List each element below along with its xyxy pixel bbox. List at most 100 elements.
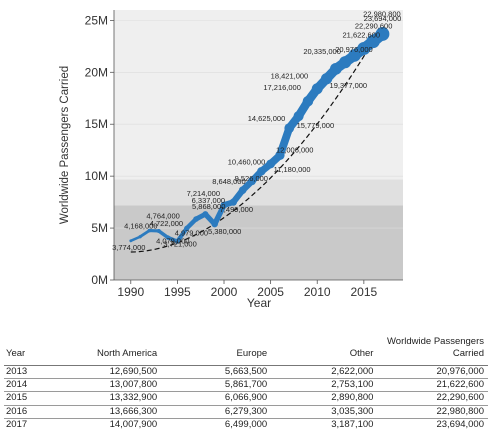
cell-worldwide: 22,290,600 — [377, 391, 488, 406]
header-year: Year — [4, 336, 68, 366]
header-other: Other — [271, 336, 378, 366]
series-segment-0 — [129, 235, 142, 243]
cell-north-america: 13,666,300 — [67, 405, 162, 419]
trend-curve — [130, 25, 384, 253]
cell-other: 3,035,300 — [271, 405, 378, 419]
data-label-2012: 20,335,000 — [303, 47, 341, 56]
x-tick-label-3: 2005 — [257, 285, 284, 299]
data-point-1994 — [165, 235, 171, 240]
cell-north-america: 13,332,900 — [67, 391, 162, 406]
y-tick-label-0: 0M — [91, 273, 108, 287]
x-tick-label-5: 2015 — [350, 285, 377, 299]
data-point-1991 — [138, 235, 142, 239]
data-point-1995 — [174, 238, 180, 244]
data-point-2001 — [229, 198, 237, 206]
cell-other: 2,622,000 — [271, 365, 378, 380]
reference-bands — [114, 10, 403, 280]
series-segment-5 — [175, 226, 189, 244]
cell-worldwide: 21,622,600 — [377, 378, 488, 393]
data-point-2013 — [339, 56, 352, 69]
data-point-2016 — [366, 34, 380, 49]
cell-other: 3,187,100 — [331, 418, 374, 430]
data-point-1990 — [129, 239, 133, 243]
data-point-2008 — [293, 111, 304, 122]
data-label-2014: 21,622,600 — [343, 30, 381, 39]
x-tick-label-2: 2000 — [211, 285, 238, 299]
cell-europe: 6,066,900 — [161, 391, 272, 406]
cell-year: 2016 — [4, 405, 68, 419]
gridlines — [114, 20, 403, 229]
data-point-1996 — [184, 225, 190, 231]
data-label-2002: 8,648,000 — [212, 177, 245, 186]
cell-worldwide: 20,976,000 — [377, 365, 488, 380]
band-0 — [114, 205, 403, 280]
data-point-1998 — [202, 211, 209, 218]
band-1 — [114, 179, 403, 206]
x-tick-label-0: 1990 — [117, 285, 144, 299]
data-point-2014 — [348, 49, 361, 62]
y-tick-label-5: 25M — [85, 13, 108, 27]
table-header-row: Year North America Europe Other Worldwid… — [4, 336, 488, 366]
x-tick-label-1: 1995 — [164, 285, 191, 299]
cell-north-america: 13,007,800 — [67, 378, 162, 393]
cell-europe: 6,499,000 — [224, 418, 268, 430]
data-label-2001: 7,499,000 — [220, 205, 253, 214]
data-label-1999: 5,380,000 — [208, 227, 241, 236]
data-label-1990: 3,774,000 — [112, 243, 145, 252]
data-point-2011 — [320, 73, 333, 85]
data-table: Year North America Europe Other Worldwid… — [4, 336, 488, 431]
data-label-2009: 17,216,000 — [263, 83, 301, 92]
cell-other: 2,753,100 — [271, 378, 378, 393]
data-label-2008: 15,779,000 — [297, 121, 335, 130]
header-north-america: North America — [67, 336, 162, 366]
cell-year: 2017 — [6, 418, 28, 430]
data-point-2007 — [284, 123, 295, 133]
data-point-2000 — [220, 201, 228, 209]
data-label-2004: 10,460,000 — [228, 157, 266, 166]
cell-europe: 5,663,500 — [161, 365, 272, 380]
data-point-2015 — [357, 42, 371, 56]
data-point-1993 — [156, 228, 161, 233]
data-point-2006 — [275, 150, 285, 160]
data-point-2017 — [375, 27, 390, 41]
data-label-2007: 14,625,000 — [248, 114, 286, 123]
data-label-2006: 12,006,000 — [276, 145, 314, 154]
data-label-1991: 4,168,000 — [124, 222, 157, 231]
cell-worldwide: 22,980,800 — [377, 405, 488, 419]
data-point-1997 — [193, 216, 199, 222]
y-tick-label-3: 15M — [85, 117, 108, 131]
table-row: 2016 13,666,300 6,279,300 3,035,300 22,9… — [4, 405, 488, 419]
data-label-2010: 18,421,000 — [271, 72, 309, 81]
x-tick-label-4: 2010 — [304, 285, 331, 299]
data-label-1995: 3,721,000 — [163, 239, 196, 248]
data-point-1999 — [211, 220, 218, 228]
cell-north-america: 14,007,900 — [109, 418, 158, 430]
data-point-2004 — [257, 167, 266, 176]
data-label-2011: 19,377,000 — [330, 81, 368, 90]
series-segment-9 — [211, 202, 227, 227]
data-label-2017: 23,694,000 — [364, 14, 402, 23]
data-label-2003: 9,526,000 — [235, 174, 268, 183]
data-point-2002 — [238, 186, 247, 195]
data-label-1996: 4,979,000 — [175, 228, 208, 237]
table-row: 2017 14,007,900 6,499,000 3,187,100 23,6… — [4, 418, 488, 431]
data-label-1992: 4,764,000 — [146, 212, 179, 221]
table-row: 2014 13,007,800 5,861,700 2,753,100 21,6… — [4, 378, 488, 393]
cell-north-america: 12,690,500 — [67, 365, 162, 380]
cell-europe: 6,279,300 — [161, 405, 272, 419]
y-tick-label-1: 5M — [91, 221, 108, 235]
data-label-1993: 4,722,000 — [150, 219, 183, 228]
data-label-1998: 6,337,000 — [192, 196, 225, 205]
table-row: 2015 13,332,900 6,066,900 2,890,800 22,2… — [4, 391, 488, 406]
data-label-2013: 20,976,000 — [335, 45, 373, 54]
data-label-2000: 7,214,000 — [187, 189, 220, 198]
table-row: 2013 12,690,500 5,663,500 2,622,000 20,9… — [4, 365, 488, 380]
cell-europe: 5,861,700 — [161, 378, 272, 393]
cell-year: 2013 — [4, 365, 68, 380]
y-tick-label-4: 20M — [85, 65, 108, 79]
data-label-1994: 4,079,000 — [156, 237, 189, 246]
data-label-1997: 5,868,000 — [192, 202, 225, 211]
series-line — [129, 27, 390, 244]
